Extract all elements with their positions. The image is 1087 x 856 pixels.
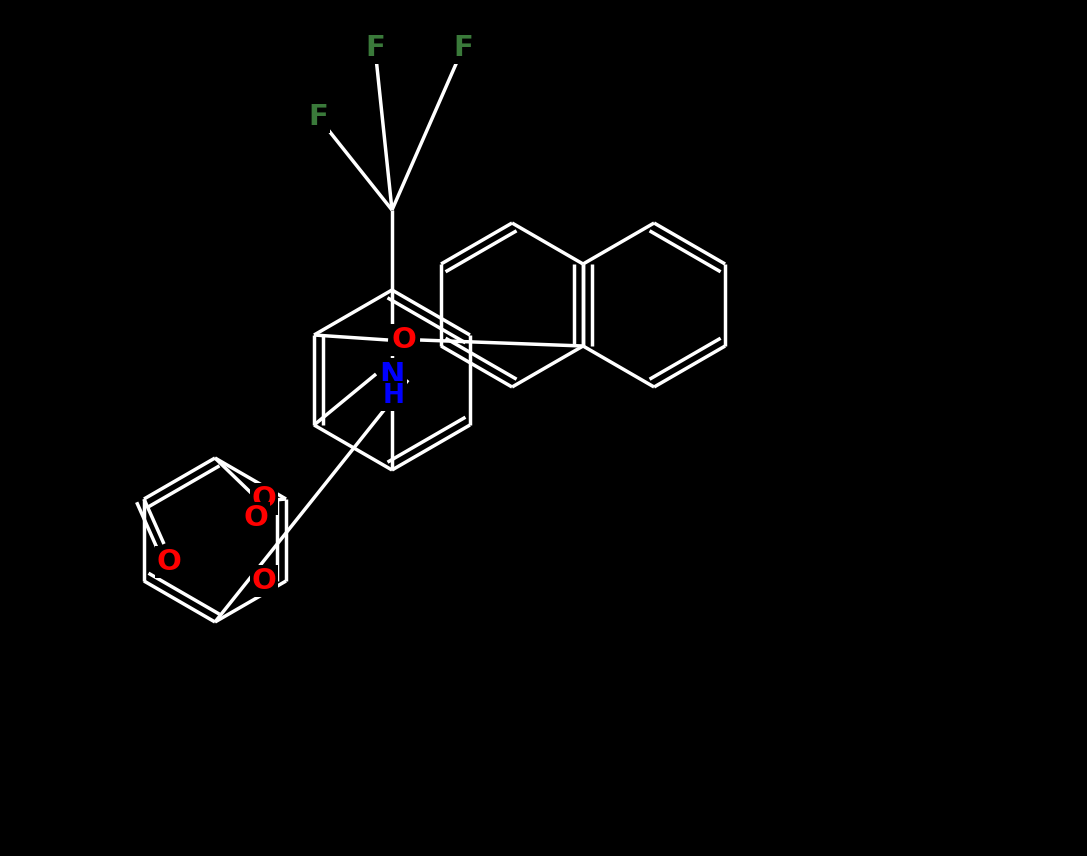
Text: F: F — [365, 34, 385, 62]
Text: N: N — [379, 360, 404, 389]
Text: F: F — [453, 34, 473, 62]
Text: H: H — [383, 383, 405, 409]
Text: O: O — [251, 485, 276, 513]
Text: O: O — [251, 567, 276, 595]
Text: O: O — [243, 504, 267, 532]
Text: F: F — [308, 103, 328, 131]
Text: O: O — [157, 548, 182, 576]
Text: O: O — [391, 326, 416, 354]
